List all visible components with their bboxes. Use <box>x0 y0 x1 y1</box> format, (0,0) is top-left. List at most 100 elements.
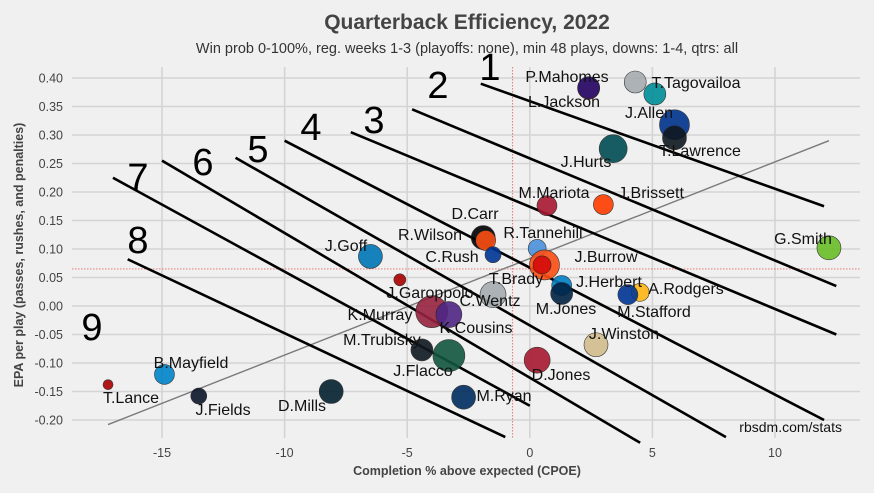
tier-label: 4 <box>300 107 321 149</box>
qb-label: J.Fields <box>195 402 250 419</box>
x-tick-label: 0 <box>526 446 533 460</box>
qb-point <box>393 273 407 287</box>
qb-point <box>410 338 434 362</box>
qb-point <box>583 332 609 358</box>
y-tick-label: 0.40 <box>39 72 63 86</box>
tier-line <box>161 159 641 444</box>
qb-label: D.Carr <box>451 206 499 223</box>
x-tick-label: 10 <box>768 446 782 460</box>
x-tick-label: -5 <box>402 446 413 460</box>
y-tick-label: 0.00 <box>39 300 63 314</box>
tier-label: 9 <box>81 307 102 349</box>
qb-point <box>550 282 573 305</box>
tier-line <box>480 82 825 208</box>
qb-label: G.Smith <box>774 231 832 248</box>
y-tick-label: 0.10 <box>39 243 63 257</box>
tier-lines <box>112 82 837 444</box>
qb-point <box>593 194 614 215</box>
grid <box>72 67 860 438</box>
tier-label: 6 <box>192 142 213 184</box>
qb-label: M.Trubisky <box>343 332 421 349</box>
qb-point <box>190 387 208 405</box>
qb-label: J.Brissett <box>618 185 684 202</box>
qb-point <box>816 235 842 261</box>
qb-point <box>318 379 344 404</box>
qb-point <box>479 281 507 308</box>
qb-point <box>617 284 639 305</box>
qb-point <box>154 364 175 385</box>
qb-point <box>623 70 647 94</box>
qb-label: J.Garoppolo <box>386 285 473 302</box>
y-tick-label: -0.20 <box>35 414 64 428</box>
tier-line <box>350 130 837 336</box>
qb-label: C.Rush <box>425 249 478 266</box>
qb-point <box>598 134 628 163</box>
qb-point <box>532 255 552 275</box>
qb-label: R.Tannehill <box>503 225 582 242</box>
tier-line <box>112 176 531 407</box>
qb-point <box>577 76 600 99</box>
qb-label: D.Jones <box>532 367 591 384</box>
y-tick-label: -0.15 <box>35 385 64 399</box>
x-tick-label: 5 <box>649 446 656 460</box>
qb-point <box>451 384 476 410</box>
qb-point <box>432 339 466 372</box>
chart-title: Quarterback Efficiency, 2022 <box>324 11 610 34</box>
qb-label: T.Brady <box>489 271 543 288</box>
regression-line <box>107 140 830 426</box>
qb-label: C.Wentz <box>459 293 520 310</box>
y-tick-label: 0.35 <box>39 100 63 114</box>
qb-label: J.Allen <box>625 105 673 122</box>
tier-label: 5 <box>247 129 268 171</box>
qb-label: D.Mills <box>278 398 326 415</box>
qb-point <box>536 195 558 216</box>
chart-subtitle: Win prob 0-100%, reg. weeks 1-3 (playoff… <box>196 41 738 57</box>
qb-point <box>102 379 114 390</box>
qb-point <box>643 82 667 106</box>
y-tick-label: 0.30 <box>39 129 63 143</box>
trend-line <box>107 140 830 426</box>
qb-label: J.Flacco <box>393 363 453 380</box>
qb-label: A.Rodgers <box>648 281 724 298</box>
qb-label: J.Burrow <box>574 249 638 266</box>
qb-label: K.Cousins <box>440 320 513 337</box>
y-axis-label: EPA per play (passes, rushes, and penalt… <box>12 123 26 388</box>
tier-line <box>411 108 837 288</box>
qb-label: L.Jackson <box>528 94 600 111</box>
watermark: rbsdm.com/stats <box>739 419 842 435</box>
qb-label: K.Murray <box>348 307 413 324</box>
qb-label: J.Goff <box>325 238 368 255</box>
qb-point <box>662 125 687 151</box>
axis-ticks: 0.40 0.35 0.30 0.25 0.20 0.15 0.10 0.05 0.00 -0.0… <box>35 72 782 461</box>
mean-lines <box>72 67 860 438</box>
tier-label: 3 <box>363 100 384 142</box>
tier-label: 8 <box>127 220 148 262</box>
qb-point <box>435 301 463 328</box>
qb-label: R.Wilson <box>398 227 462 244</box>
qb-label: J.Herbert <box>576 274 642 291</box>
qb-point <box>484 246 502 263</box>
y-tick-label: 0.20 <box>39 186 63 200</box>
qb-label: M.Stafford <box>617 304 691 321</box>
qb-label: T.Lance <box>103 390 159 407</box>
tier-label: 1 <box>479 47 500 89</box>
qb-label: J.Hurts <box>561 154 612 171</box>
y-tick-label: 0.15 <box>39 214 63 228</box>
qb-label: J.Winston <box>589 326 659 343</box>
qb-label: T.Tagovailoa <box>652 75 741 92</box>
qb-point <box>523 346 551 374</box>
data-points <box>102 70 842 410</box>
y-tick-label: 0.05 <box>39 271 63 285</box>
qb-label: T.Lawrence <box>659 143 741 160</box>
qb-label: M.Mariota <box>518 185 589 202</box>
qb-label: P.Mahomes <box>525 69 608 86</box>
tier-label: 7 <box>127 157 148 199</box>
qb-label: B.Mayfield <box>154 355 229 372</box>
qb-point <box>475 230 496 251</box>
qb-point <box>358 244 383 269</box>
qb-label: M.Jones <box>536 301 596 318</box>
qb-label: M.Ryan <box>476 388 531 405</box>
y-tick-label: -0.10 <box>35 357 64 371</box>
